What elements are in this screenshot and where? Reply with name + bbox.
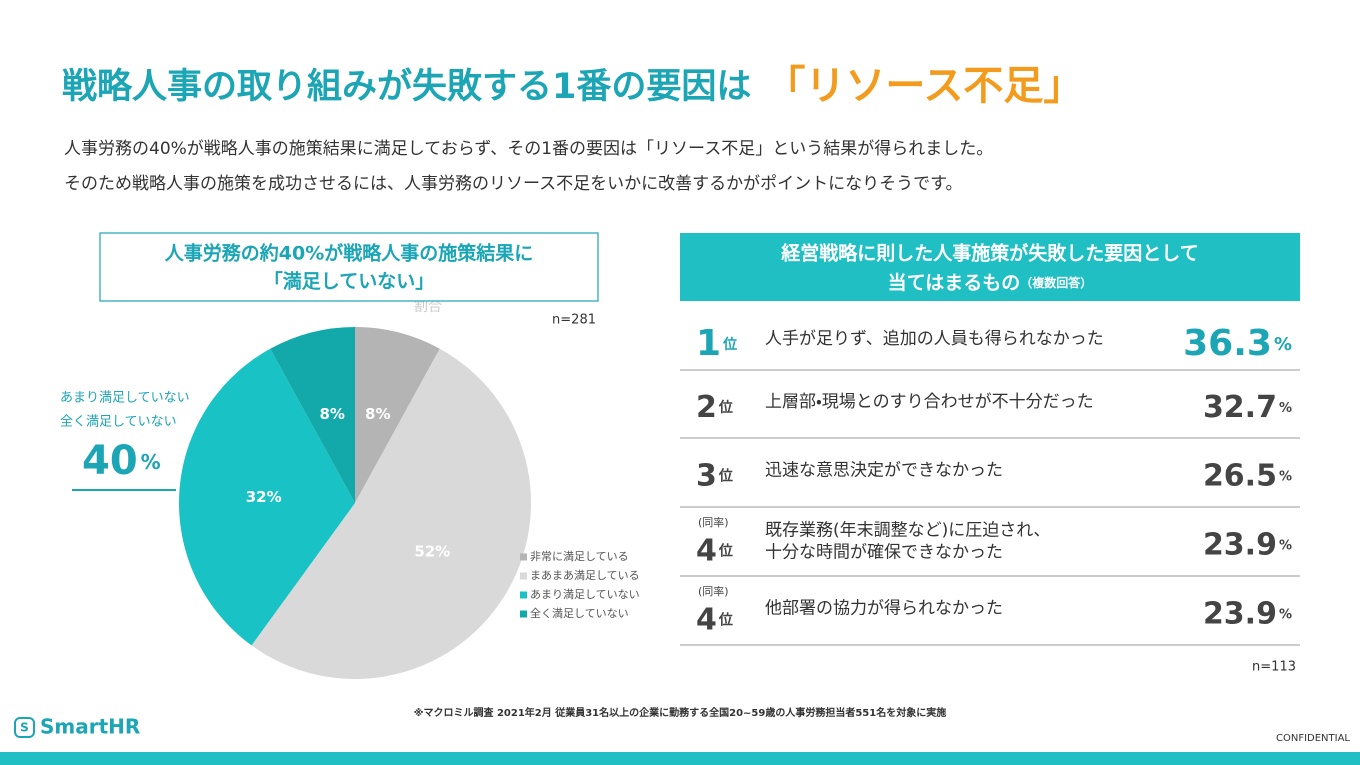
chart-title: 割合 bbox=[414, 299, 442, 315]
row-text: 他部署の協力が得られなかった bbox=[765, 599, 1003, 619]
rank-number: 3 bbox=[696, 458, 717, 493]
tie-label: (同率) bbox=[698, 516, 729, 529]
confidential: CONFIDENTIAL bbox=[1276, 733, 1350, 744]
pie-slice bbox=[355, 327, 440, 503]
row-value: 32.7% bbox=[1203, 390, 1292, 425]
value-unit: % bbox=[1279, 469, 1292, 484]
rank-number: 2 bbox=[696, 390, 717, 425]
ranking-header-note: （複数回答） bbox=[1020, 275, 1092, 290]
value-unit: % bbox=[1279, 538, 1292, 553]
left-box-line: 人事労務の約40%が戦略人事の施策結果に bbox=[164, 242, 533, 265]
row-text: 上層部・現場とのすり合わせが不十分だった bbox=[765, 392, 1094, 412]
legend-label: 全く満足していない bbox=[530, 606, 629, 620]
legend-label: まあまあ満足している bbox=[530, 569, 640, 582]
callout-number: 40 bbox=[82, 438, 138, 484]
pie-slice bbox=[178, 348, 355, 646]
row-text: 既存業務(年末調整など)に圧迫され、 bbox=[765, 521, 1050, 541]
callout-unit: % bbox=[141, 450, 161, 474]
ranking-header-line: 経営戦略に則した人事施策が失敗した要因として bbox=[780, 242, 1198, 265]
value-unit: % bbox=[1279, 607, 1292, 622]
ranking-header-text: 当てはまるもの bbox=[888, 271, 1021, 294]
row-value: 23.9% bbox=[1203, 596, 1292, 631]
value-unit: % bbox=[1274, 334, 1292, 355]
legend-swatch bbox=[520, 553, 527, 561]
left-box bbox=[99, 232, 599, 302]
value-number: 32.7 bbox=[1203, 390, 1277, 425]
legend-label: 非常に満足している bbox=[530, 550, 629, 563]
value-number: 26.5 bbox=[1203, 458, 1277, 493]
legend-swatch bbox=[520, 591, 527, 599]
row-value: 26.5% bbox=[1203, 458, 1292, 493]
logo: SmartHR bbox=[40, 715, 140, 739]
callout-line: あまり満足していない bbox=[60, 391, 190, 406]
rank-suffix: 位 bbox=[722, 336, 737, 353]
pie: 8% 52% 32% 8% bbox=[178, 327, 532, 679]
callout-value: 40% bbox=[82, 438, 161, 484]
lead-line: 人事労務の40%が戦略人事の施策結果に満足しておらず、その1番の要因は「リソース… bbox=[64, 139, 993, 159]
legend-label: あまり満足していない bbox=[530, 588, 640, 601]
logo-icon-mark: S bbox=[20, 721, 29, 735]
value-number: 23.9 bbox=[1203, 527, 1277, 562]
row-text: 人手が足りず、追加の人員も得られなかった bbox=[765, 329, 1104, 349]
ranking-header bbox=[680, 233, 1300, 301]
rank-number: 4 bbox=[696, 602, 717, 637]
row-value: 36.3% bbox=[1183, 323, 1292, 364]
row-value: 23.9% bbox=[1203, 527, 1292, 562]
rank-suffix: 位 bbox=[718, 399, 733, 416]
slice-label: 32% bbox=[246, 488, 282, 506]
slice-label: 8% bbox=[365, 405, 390, 423]
value-number: 23.9 bbox=[1203, 596, 1277, 631]
bottom-bar bbox=[0, 752, 1360, 765]
slice-label: 8% bbox=[320, 405, 345, 423]
footnote: ※マクロミル調査 2021年2月 従業員31名以上の企業に勤務する全国20~59… bbox=[414, 706, 946, 719]
legend-swatch bbox=[520, 610, 527, 618]
row-text: 十分な時間が確保できなかった bbox=[765, 543, 1003, 563]
callout-line: 全く満足していない bbox=[60, 415, 177, 430]
ranking-rows: 1 位人手が足りず、追加の人員も得られなかった 36.3 %2 位上層部・現場とのすり合… bbox=[680, 323, 1300, 646]
lead-line: そのため戦略人事の施策を成功させるには、人事労務のリソース不足をいかに改善するか… bbox=[64, 174, 962, 194]
ranking-sample: n=113 bbox=[1252, 660, 1296, 675]
title-highlight: 「リソース不足」 bbox=[765, 63, 1083, 109]
rank-suffix: 位 bbox=[718, 468, 733, 485]
rank-suffix: 位 bbox=[718, 612, 733, 629]
title-main: 戦略人事の取り組みが失敗する1番の要因は bbox=[62, 67, 751, 107]
sample-size: n=281 bbox=[552, 313, 596, 328]
pie-slice bbox=[251, 348, 532, 679]
slice-label: 52% bbox=[414, 543, 450, 561]
logo-icon bbox=[14, 717, 35, 738]
rank-number: 4 bbox=[696, 533, 717, 568]
row-text: 迅速な意思決定ができなかった bbox=[765, 461, 1003, 481]
rank-suffix: 位 bbox=[718, 543, 733, 560]
legend-swatch bbox=[520, 572, 527, 580]
value-number: 36.3 bbox=[1183, 323, 1272, 364]
value-unit: % bbox=[1279, 401, 1292, 416]
left-box-line: 「満足していない」 bbox=[264, 270, 434, 293]
pie-slice bbox=[270, 327, 355, 503]
rank-number: 1 bbox=[696, 323, 721, 364]
title: 戦略人事の取り組みが失敗する1番の要因は 「リソース不足」 bbox=[62, 63, 1083, 109]
tie-label: (同率) bbox=[698, 585, 729, 598]
ranking-header-line: 当てはまるもの（複数回答） bbox=[888, 271, 1093, 294]
